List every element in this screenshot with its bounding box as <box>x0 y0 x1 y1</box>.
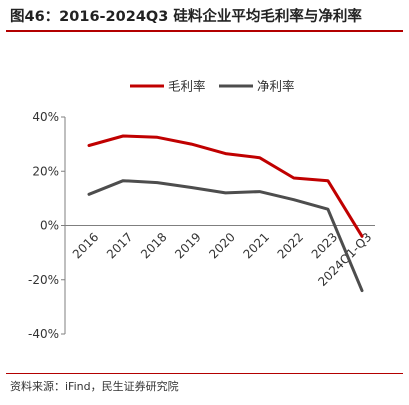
x-tick-label: 2018 <box>138 230 169 261</box>
page-title: 图46：2016-2024Q3 硅料企业平均毛利率与净利率 <box>10 9 362 25</box>
x-tick-label: 2022 <box>275 230 306 261</box>
data-point <box>258 156 260 158</box>
x-tick-label: 2019 <box>172 230 203 261</box>
data-point <box>224 192 226 194</box>
data-point <box>122 135 124 137</box>
x-tick-label: 2023 <box>309 230 340 261</box>
y-tick-label: 40% <box>32 110 59 124</box>
data-point <box>88 144 90 146</box>
series-line-gross-margin <box>87 134 364 238</box>
data-point <box>258 190 260 192</box>
title-divider <box>6 30 403 32</box>
data-point <box>293 177 295 179</box>
data-point <box>190 143 192 145</box>
data-point <box>361 289 363 291</box>
legend-label: 净利率 <box>257 79 295 94</box>
series-line-net-margin <box>87 179 364 293</box>
data-point <box>190 186 192 188</box>
data-point <box>88 193 90 195</box>
data-point <box>327 208 329 210</box>
y-tick-label: -40% <box>28 327 59 341</box>
data-point <box>327 180 329 182</box>
data-point <box>156 181 158 183</box>
x-tick-label: 2017 <box>104 230 135 261</box>
y-tick-label: 0% <box>40 219 59 233</box>
source-divider <box>6 373 403 374</box>
x-tick-label: 2020 <box>206 230 237 261</box>
data-point <box>293 199 295 201</box>
y-tick-label: -20% <box>28 273 59 287</box>
data-point <box>122 180 124 182</box>
x-tick-label: 2021 <box>240 230 271 261</box>
data-point <box>224 152 226 154</box>
y-tick-label: 20% <box>32 164 59 178</box>
x-tick-label: 2016 <box>70 230 101 261</box>
data-point <box>156 136 158 138</box>
source-note: 资料来源：iFind，民生证券研究院 <box>10 380 179 393</box>
data-point <box>361 235 363 237</box>
legend-label: 毛利率 <box>168 79 206 94</box>
